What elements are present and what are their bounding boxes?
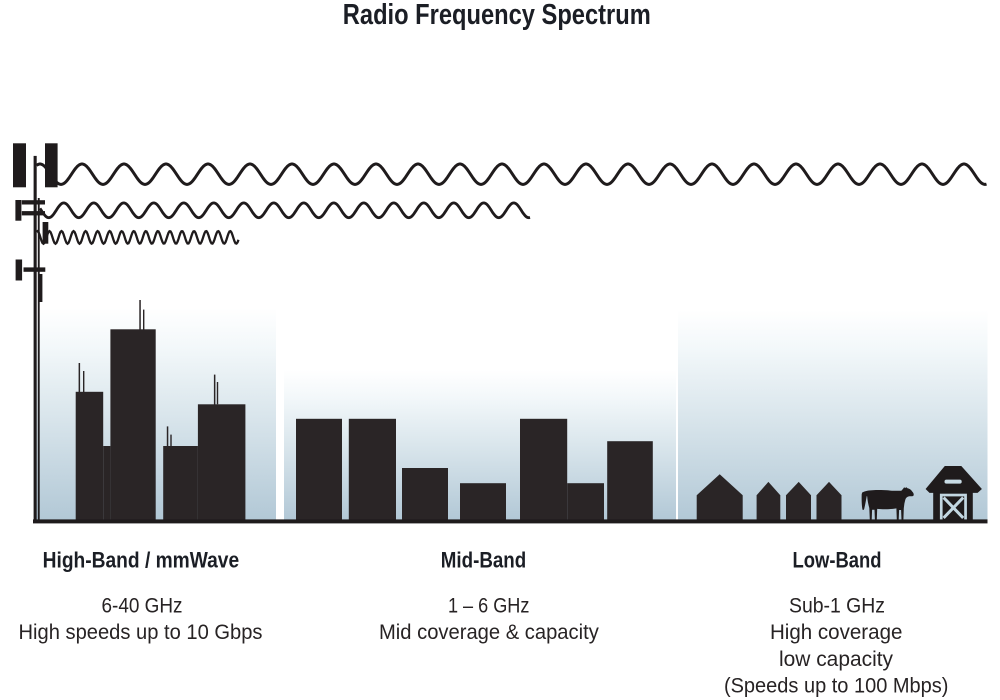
svg-text:Radio Frequency Spectrum: Radio Frequency Spectrum bbox=[343, 0, 651, 31]
svg-text:Mid-Band: Mid-Band bbox=[441, 548, 526, 573]
svg-text:6-40 GHz: 6-40 GHz bbox=[102, 594, 183, 618]
svg-text:Mid coverage & capacity: Mid coverage & capacity bbox=[379, 620, 599, 644]
svg-text:Low-Band: Low-Band bbox=[793, 548, 882, 573]
svg-text:(Speeds up to 100 Mbps): (Speeds up to 100 Mbps) bbox=[724, 674, 949, 698]
svg-text:High-Band / mmWave: High-Band / mmWave bbox=[43, 548, 240, 573]
svg-text:1 – 6 GHz: 1 – 6 GHz bbox=[448, 594, 530, 618]
svg-text:Sub-1 GHz: Sub-1 GHz bbox=[789, 594, 885, 618]
svg-text:High coverage: High coverage bbox=[770, 620, 903, 644]
svg-text:low capacity: low capacity bbox=[779, 647, 893, 671]
svg-text:High speeds up to 10 Gbps: High speeds up to 10 Gbps bbox=[19, 620, 263, 644]
